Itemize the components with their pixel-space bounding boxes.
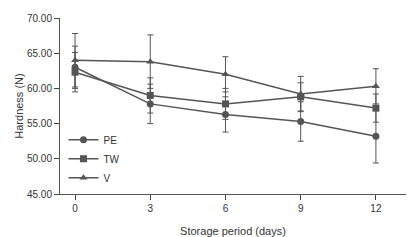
svg-text:45.00: 45.00 — [27, 189, 52, 200]
svg-text:60.00: 60.00 — [27, 83, 52, 94]
svg-text:55.00: 55.00 — [27, 118, 52, 129]
svg-text:V: V — [103, 173, 110, 184]
svg-text:TW: TW — [103, 154, 119, 165]
svg-text:6: 6 — [223, 203, 229, 214]
svg-text:9: 9 — [298, 203, 304, 214]
svg-text:65.00: 65.00 — [27, 48, 52, 59]
svg-text:50.00: 50.00 — [27, 153, 52, 164]
svg-text:70.00: 70.00 — [27, 13, 52, 24]
svg-text:0: 0 — [72, 203, 78, 214]
svg-text:3: 3 — [147, 203, 153, 214]
svg-text:Hardness (N): Hardness (N) — [13, 73, 25, 138]
svg-text:12: 12 — [370, 203, 382, 214]
svg-text:PE: PE — [103, 135, 117, 146]
svg-text:Storage period (days): Storage period (days) — [180, 225, 286, 237]
